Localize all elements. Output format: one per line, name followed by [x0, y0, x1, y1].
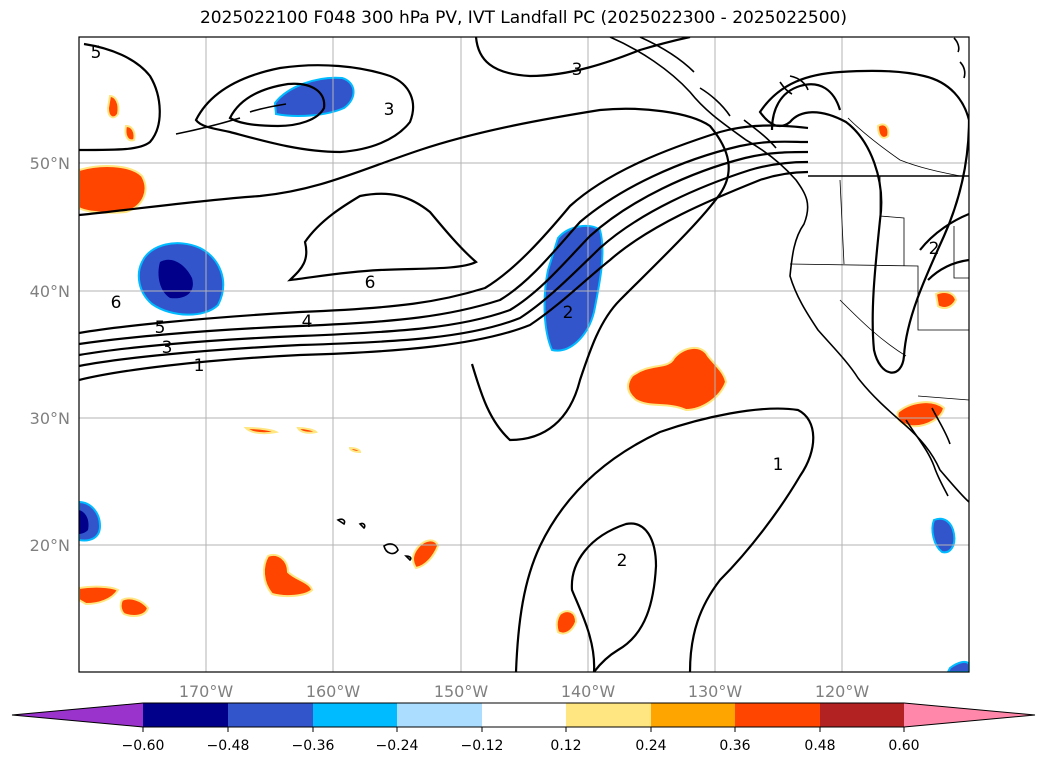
contour-label: 3 — [162, 338, 173, 358]
contour-label: 3 — [384, 100, 395, 120]
contour-label: 3 — [572, 60, 583, 80]
colorbar-tick-label: 0.48 — [804, 738, 835, 754]
contour-label: 2 — [563, 303, 574, 323]
map-plot-area: 5 3 3 6 6 5 4 3 2 1 2 1 2 — [79, 37, 969, 672]
longitude-labels: 170°W 160°W 150°W 140°W 130°W 120°W — [179, 682, 870, 701]
colorbar-swatch — [397, 703, 482, 727]
colorbar-swatch — [651, 703, 735, 727]
contour-label: 5 — [91, 43, 102, 63]
colorbar-swatch — [566, 703, 651, 727]
contour-label: 1 — [773, 455, 784, 475]
colorbar-tick-label: 0.12 — [550, 738, 581, 754]
lat-tick-label: 30°N — [30, 409, 70, 428]
lat-tick-label: 50°N — [30, 154, 70, 173]
contour-labels: 5 3 3 6 6 5 4 3 2 1 2 1 2 — [91, 43, 940, 571]
plot-frame — [78, 36, 970, 673]
colorbar-extend-high — [904, 703, 1035, 727]
colorbar-swatch — [482, 703, 566, 727]
colorbar-tick-label: −0.48 — [207, 738, 250, 754]
contour-label: 1 — [194, 356, 205, 376]
lat-tick-label: 40°N — [30, 282, 70, 301]
colorbar-tick-label: −0.12 — [461, 738, 504, 754]
lon-tick-label: 140°W — [561, 682, 616, 701]
colorbar-tick-label: 0.36 — [719, 738, 750, 754]
coastlines — [175, 37, 969, 562]
colorbar-tick-label: 0.24 — [635, 738, 666, 754]
contour-label: 2 — [617, 551, 628, 571]
colorbar: −0.60 −0.48 −0.36 −0.24 −0.12 0.12 0.24 … — [11, 702, 1036, 754]
colorbar-swatch — [735, 703, 820, 727]
colorbar-extend-low — [12, 703, 143, 727]
colorbar-ticks — [142, 727, 905, 732]
contours — [79, 37, 969, 672]
lon-tick-label: 130°W — [688, 682, 743, 701]
positive-pv-shading — [79, 94, 958, 635]
colorbar-swatch — [228, 703, 313, 727]
map-title: 2025022100 F048 300 hPa PV, IVT Landfall… — [199, 8, 847, 28]
contour-label: 6 — [111, 293, 122, 313]
contour-label: 5 — [155, 318, 166, 338]
lon-tick-label: 160°W — [306, 682, 361, 701]
lon-tick-label: 120°W — [815, 682, 870, 701]
colorbar-tick-label: −0.24 — [376, 738, 419, 754]
colorbar-tick-label: −0.60 — [122, 738, 165, 754]
colorbar-tick-label: −0.36 — [292, 738, 335, 754]
colorbar-tick-label: 0.60 — [888, 738, 919, 754]
colorbar-swatch — [143, 703, 228, 727]
colorbar-swatch — [313, 703, 397, 727]
contour-label: 2 — [929, 239, 940, 259]
colorbar-swatch — [820, 703, 904, 727]
contour-label: 4 — [302, 312, 313, 332]
lon-tick-label: 150°W — [434, 682, 489, 701]
lon-tick-label: 170°W — [179, 682, 234, 701]
lat-tick-label: 20°N — [30, 536, 70, 555]
contour-label: 6 — [365, 273, 376, 293]
latitude-labels: 50°N 40°N 30°N 20°N — [30, 154, 70, 555]
